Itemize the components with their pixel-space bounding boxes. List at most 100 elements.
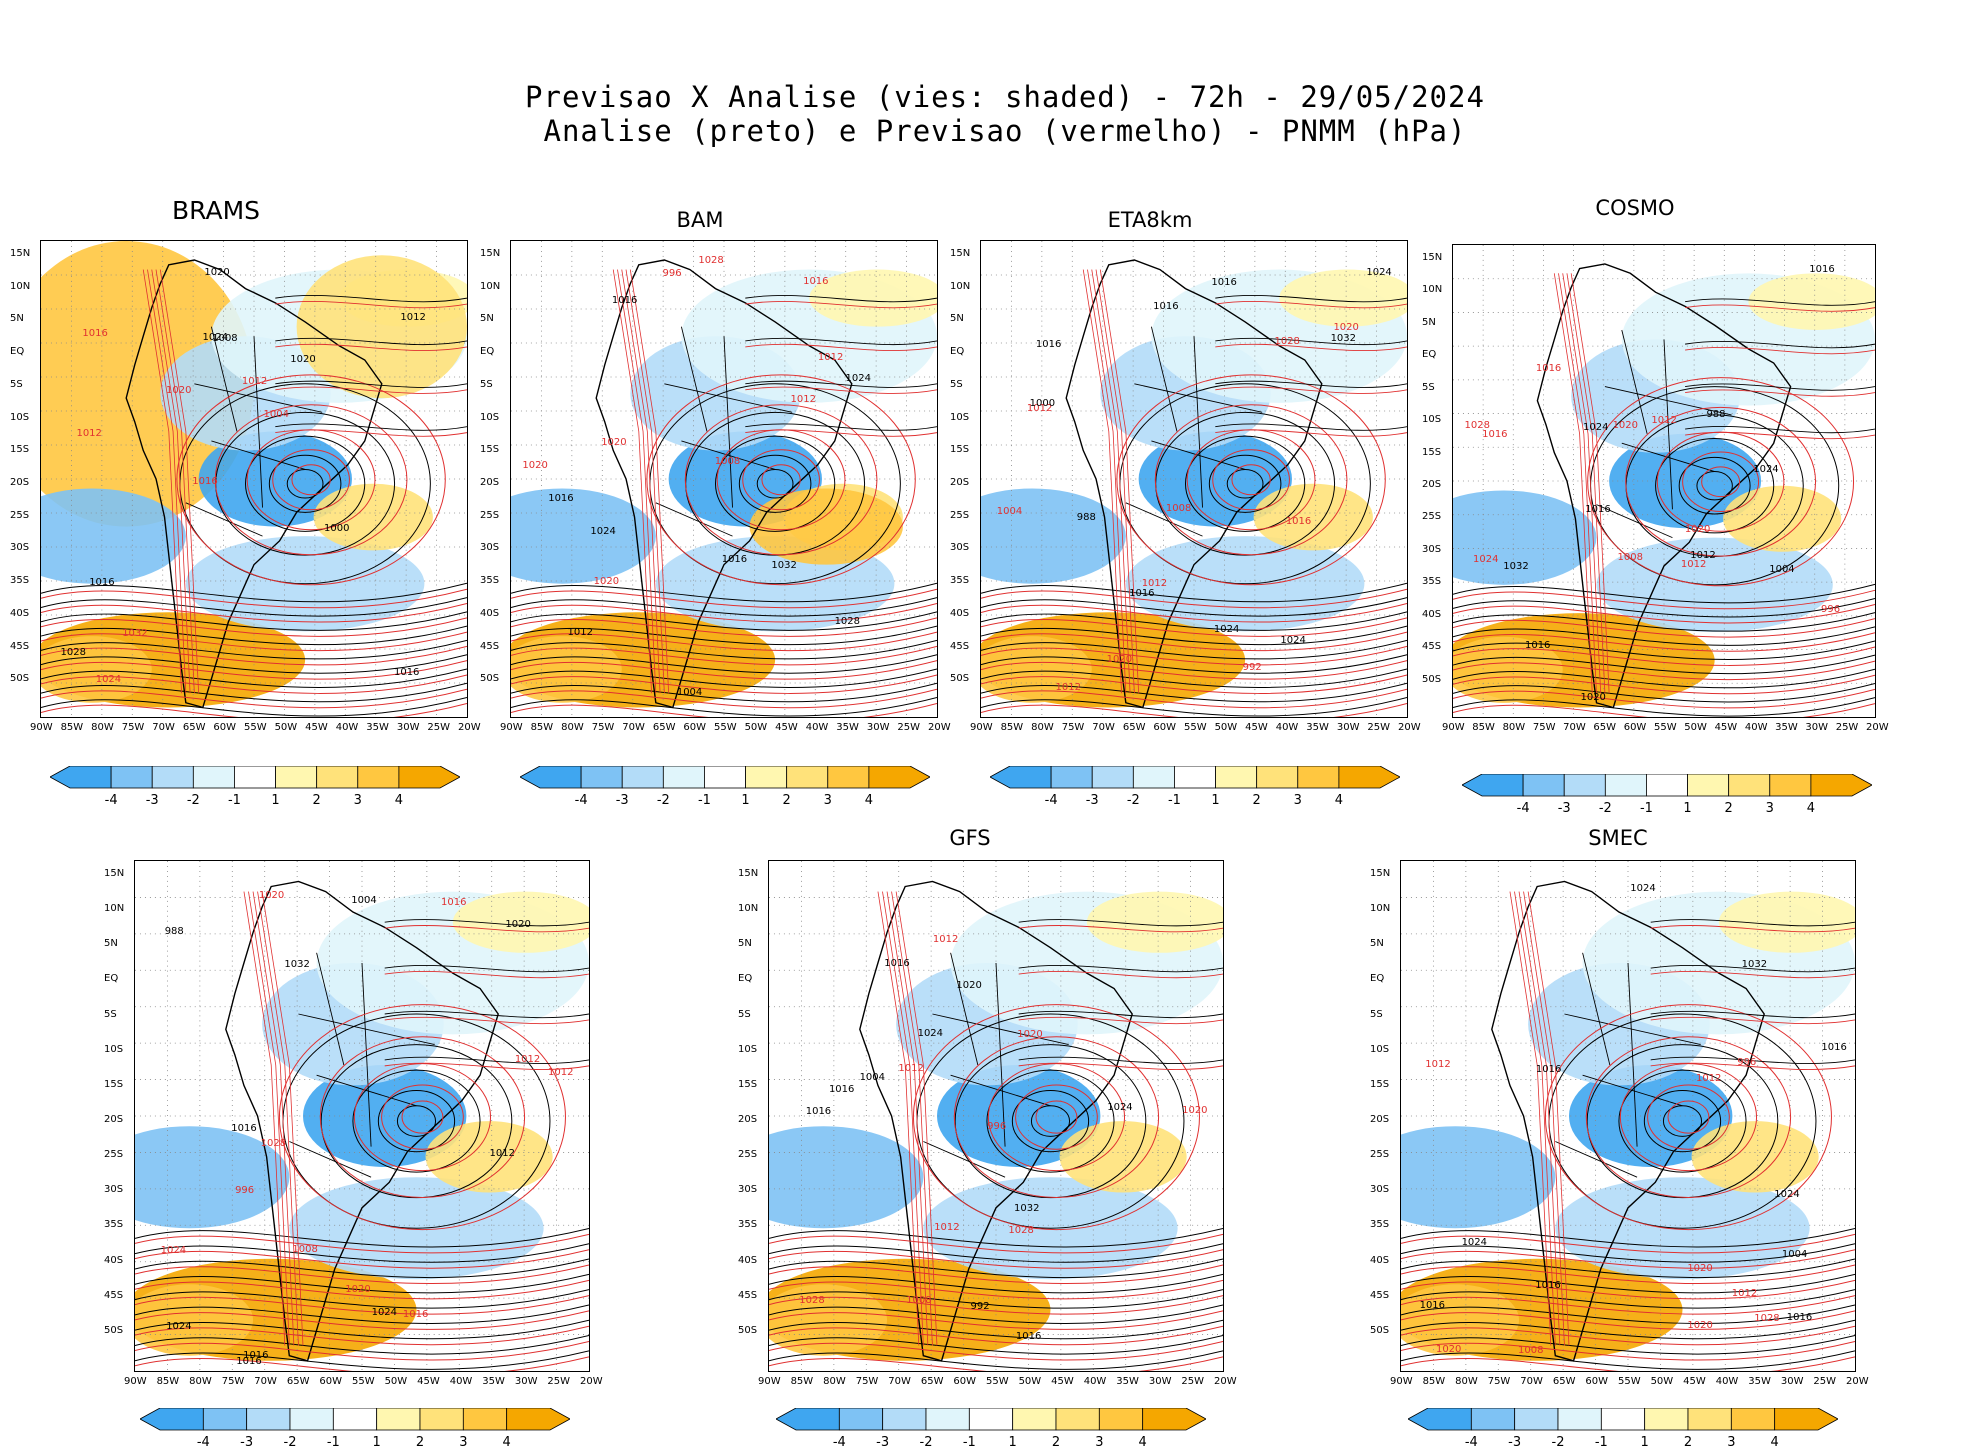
- forecast-isobar: [1701, 466, 1741, 498]
- forecast-isobar: [135, 1341, 589, 1361]
- forecast-isobar: [511, 617, 937, 637]
- analysis-isobar: [769, 1350, 1223, 1370]
- longitude-label: 75W: [591, 722, 615, 733]
- isobar-label: 1028: [698, 255, 724, 267]
- isobar-label: 1020: [1017, 1029, 1043, 1041]
- colorbar-tick-label: -3: [1508, 1435, 1521, 1450]
- forecast-isobar: [41, 631, 467, 652]
- longitude-label: 85W: [156, 1376, 180, 1387]
- latitude-label: 35S: [10, 575, 30, 587]
- colorbar-tick-label: 1: [1683, 801, 1691, 816]
- longitude-label: 60W: [953, 1376, 977, 1387]
- forecast-isobar: [41, 603, 467, 623]
- analysis-isobar: [1453, 668, 1875, 689]
- longitude-label: 40W: [1744, 722, 1768, 733]
- isobar-label: 1032: [1014, 1202, 1040, 1214]
- latitude-label: 5N: [950, 313, 964, 325]
- forecast-isobar: [278, 1004, 566, 1231]
- forecast-isobar: [41, 588, 467, 609]
- latitude-label: 15S: [10, 444, 30, 456]
- analysis-isobar: [135, 1227, 589, 1248]
- latitude-label: 15S: [950, 444, 970, 456]
- colorbar-swatch: [192, 765, 235, 789]
- bias-shading: [41, 488, 186, 584]
- longitude-label: 30W: [396, 722, 420, 733]
- longitude-label: 25W: [427, 722, 451, 733]
- longitude-label: 50W: [274, 722, 298, 733]
- colorbar-swatch: [838, 1407, 884, 1431]
- isobar-label: 1016: [611, 294, 638, 306]
- isobar-label: 1024: [1280, 634, 1306, 646]
- colorbar: -4 -3 -2 -1 1 2 3 4: [1407, 1407, 1839, 1450]
- latitude-label: 15N: [1422, 252, 1443, 263]
- latitude-label: 30S: [950, 542, 970, 554]
- analysis-isobar: [135, 1319, 589, 1340]
- forecast-isobar: [41, 674, 467, 694]
- colorbar-swatch: [332, 1407, 378, 1431]
- forecast-isobar: [135, 1264, 589, 1285]
- colorbar-tick-label: 1: [1641, 1435, 1649, 1450]
- forecast-isobar: [742, 449, 820, 511]
- colorbar-swatch: [989, 765, 1052, 789]
- longitude-label: 70W: [1563, 722, 1586, 733]
- isobar-label: 1024: [166, 1321, 192, 1333]
- latitude-label: 50S: [950, 673, 970, 685]
- latitude-label: 25S: [1422, 511, 1442, 523]
- longitude-label: 85W: [1000, 722, 1024, 733]
- forecast-isobar: [1544, 1004, 1832, 1231]
- analysis-isobar: [1453, 626, 1875, 646]
- isobar-label: 1020: [1687, 1262, 1713, 1274]
- colorbar-tick-label: -3: [616, 793, 629, 808]
- analysis-isobar: [981, 625, 1407, 646]
- latitude-label: 10S: [480, 411, 500, 423]
- colorbar-swatch: [316, 765, 359, 789]
- longitude-label: 35W: [1306, 722, 1329, 733]
- colorbar-swatch: [275, 765, 318, 789]
- analysis-isobar: [981, 582, 1407, 603]
- colorbar-swatch: [398, 765, 461, 789]
- panel-title: BAM: [676, 208, 724, 232]
- forecast-isobar: [912, 1004, 1200, 1231]
- forecast-isobar: [291, 464, 331, 496]
- forecast-isobar: [176, 374, 446, 586]
- isobar-label: 1016: [1035, 339, 1062, 351]
- latitude-label: 5S: [950, 378, 963, 390]
- longitude-label: 75W: [1061, 722, 1085, 733]
- forecast-isobar: [511, 703, 937, 717]
- isobar-label: 1016: [82, 327, 108, 339]
- colorbar-swatch: [704, 765, 746, 789]
- isobar-label: 1020: [258, 889, 285, 901]
- longitude-label: 70W: [1092, 722, 1115, 733]
- forecast-isobar: [511, 660, 937, 680]
- latitude-label: 45S: [480, 640, 500, 652]
- colorbar-swatch: [110, 765, 153, 789]
- coastline: [225, 880, 499, 1362]
- forecast-isobar: [511, 674, 937, 694]
- latitude-label: 25S: [104, 1149, 124, 1161]
- forecast-isobar: [41, 645, 467, 666]
- longitude-label: 85W: [1422, 1376, 1446, 1387]
- longitude-label: 35W: [482, 1376, 505, 1387]
- longitude-label: 60W: [683, 722, 707, 733]
- bias-map: 1016 1012 1016 1012 1016 1020 1024 1020 1024 1012…: [980, 240, 1408, 718]
- colorbar: -4 -3 -2 -1 1 2 3 4: [775, 1407, 1207, 1450]
- forecast-isobar: [769, 1341, 1223, 1361]
- latitude-label: 15S: [738, 1078, 758, 1090]
- isobar-label: 1024: [917, 1027, 944, 1039]
- analysis-isobar: [41, 639, 467, 660]
- analysis-isobar: [1655, 438, 1775, 534]
- panel-title: GFS: [949, 826, 991, 850]
- colorbar-tick-label: 2: [783, 793, 791, 808]
- analysis-isobar: [981, 639, 1407, 660]
- isobar-label: 1012: [1141, 578, 1168, 590]
- isobar-label: 1016: [1015, 1331, 1042, 1343]
- colorbar-swatch: [1810, 773, 1873, 797]
- latitude-label: 10N: [104, 903, 125, 915]
- analysis-isobar: [1453, 612, 1875, 632]
- colorbar-swatch: [139, 1407, 204, 1431]
- colorbar-tick-label: 1: [1009, 1435, 1017, 1450]
- analysis-isobar: [135, 1258, 589, 1279]
- isobar-label: 1024: [1461, 1237, 1488, 1249]
- isobar-label: 1004: [996, 506, 1023, 518]
- longitude-label: 50W: [1214, 722, 1238, 733]
